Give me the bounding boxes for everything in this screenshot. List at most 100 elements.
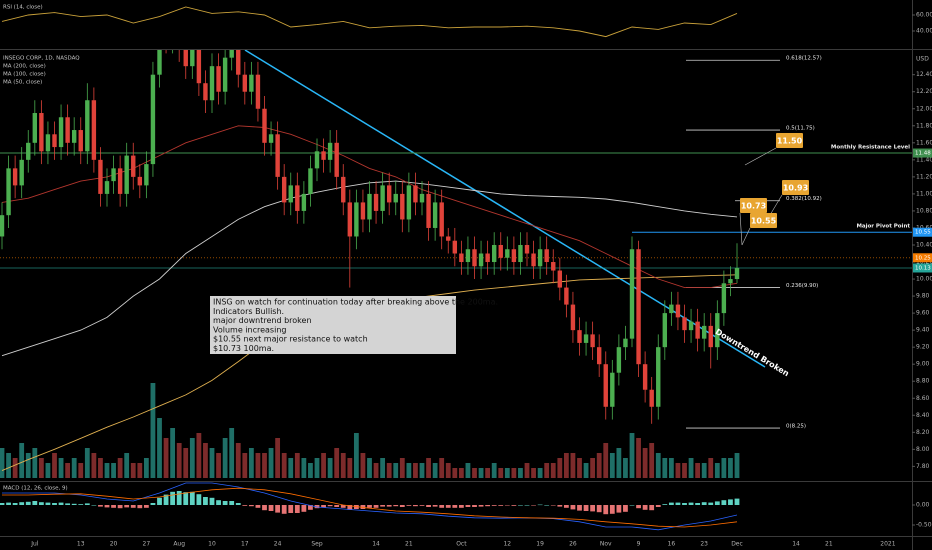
y-tick-label: 11.60 [916,139,932,146]
candle-body [39,113,44,152]
macd-bar [406,505,412,506]
volume-bar [65,463,71,478]
macd-bar [419,505,425,506]
candle-body [216,66,221,92]
volume-bar [6,453,11,478]
macd-bar [636,505,641,509]
macd-bar [682,503,687,505]
candle-body [295,185,300,211]
macd-bar [609,505,615,514]
volume-bar [360,453,366,478]
candle-body [537,249,543,267]
volume-bar [373,463,379,478]
macd-bar [268,505,274,511]
volume-bar [550,463,556,478]
candle-body [334,142,339,177]
macd-bar [721,500,727,505]
volume-bar [662,458,668,478]
macd-bar [373,505,379,508]
macd-bar [117,505,123,509]
macd-tick-label: -0.50 [916,522,932,529]
macd-bar [143,505,149,508]
macd-bar [491,505,497,506]
macd-bar [465,505,471,507]
macd-bar [25,501,31,505]
volume-bar [472,468,477,478]
y-tick-label: 10.40 [916,241,932,248]
candle-body [708,325,713,348]
volume-bar [275,438,281,478]
y-tick-label: 8.40 [916,412,930,419]
x-tick-label: 16 [668,541,676,548]
volume-bar [78,463,84,478]
macd-bar [557,505,563,507]
x-tick-label: 20 [110,541,118,548]
macd-bar [38,502,44,505]
macd-bar [130,505,136,508]
y-tick-label: 8.80 [916,378,930,385]
macd-bar [734,498,740,505]
volume-bar [623,458,628,478]
macd-bar [12,503,18,505]
price-tag-label: 10.55 [915,230,931,236]
candle-body [642,364,648,390]
macd-bar [413,505,418,507]
volume-bar [419,463,425,478]
volume-bar [675,463,681,478]
macd-bar [563,505,569,508]
x-tick-label: 12 [503,541,511,548]
macd-line [2,487,738,528]
volume-bar [616,448,622,478]
macd-bar [150,503,156,505]
candle-body [439,202,444,237]
macd-bar [662,504,668,505]
macd-bar [445,505,451,508]
macd-bar [675,502,681,505]
candle-body [682,317,687,331]
candle-body [71,130,77,143]
candle-body [144,164,149,186]
candle-body [360,202,366,220]
volume-bar [570,453,576,478]
fib-label: 0.382(10.92) [786,196,822,202]
candle-body [701,325,707,339]
volume-bar [708,458,714,478]
y-tick-label: 12.20 [916,88,932,95]
candle-body [596,347,602,365]
volume-bar [714,463,720,478]
macd-bar [688,502,694,505]
candle-body [524,244,530,254]
volume-bar [465,463,471,478]
candle-body [616,347,622,373]
macd-line [2,482,738,531]
candle-body [288,185,293,203]
macd-bar [544,505,550,506]
note-line: major downtrend broken [213,316,312,325]
candle-body [183,50,188,67]
volume-bar [577,458,582,478]
x-tick-label: 27 [143,541,151,548]
volume-bar [130,463,136,478]
volume-bar [19,443,25,478]
volume-bar [334,448,340,478]
volume-bar [504,468,510,478]
macd-bar [6,502,11,505]
macd-bar [281,505,287,514]
volume-bar [98,458,103,478]
volume-bar [682,463,687,478]
candle-body [505,249,510,258]
callout-label: 10.55 [751,217,777,226]
macd-bar [590,505,596,512]
volume-bar [688,458,694,478]
volume-bar [695,463,701,478]
candle-body [209,66,215,101]
callout-box [750,213,777,228]
volume-bar [255,453,261,478]
volume-bar [518,468,523,478]
candle-body [459,253,464,263]
note-line: $10.55 next major resistance to watch [213,335,368,344]
volume-bar [557,458,563,478]
macd-bar [432,505,438,507]
volume-bar [426,458,431,478]
volume-bar [196,433,202,478]
